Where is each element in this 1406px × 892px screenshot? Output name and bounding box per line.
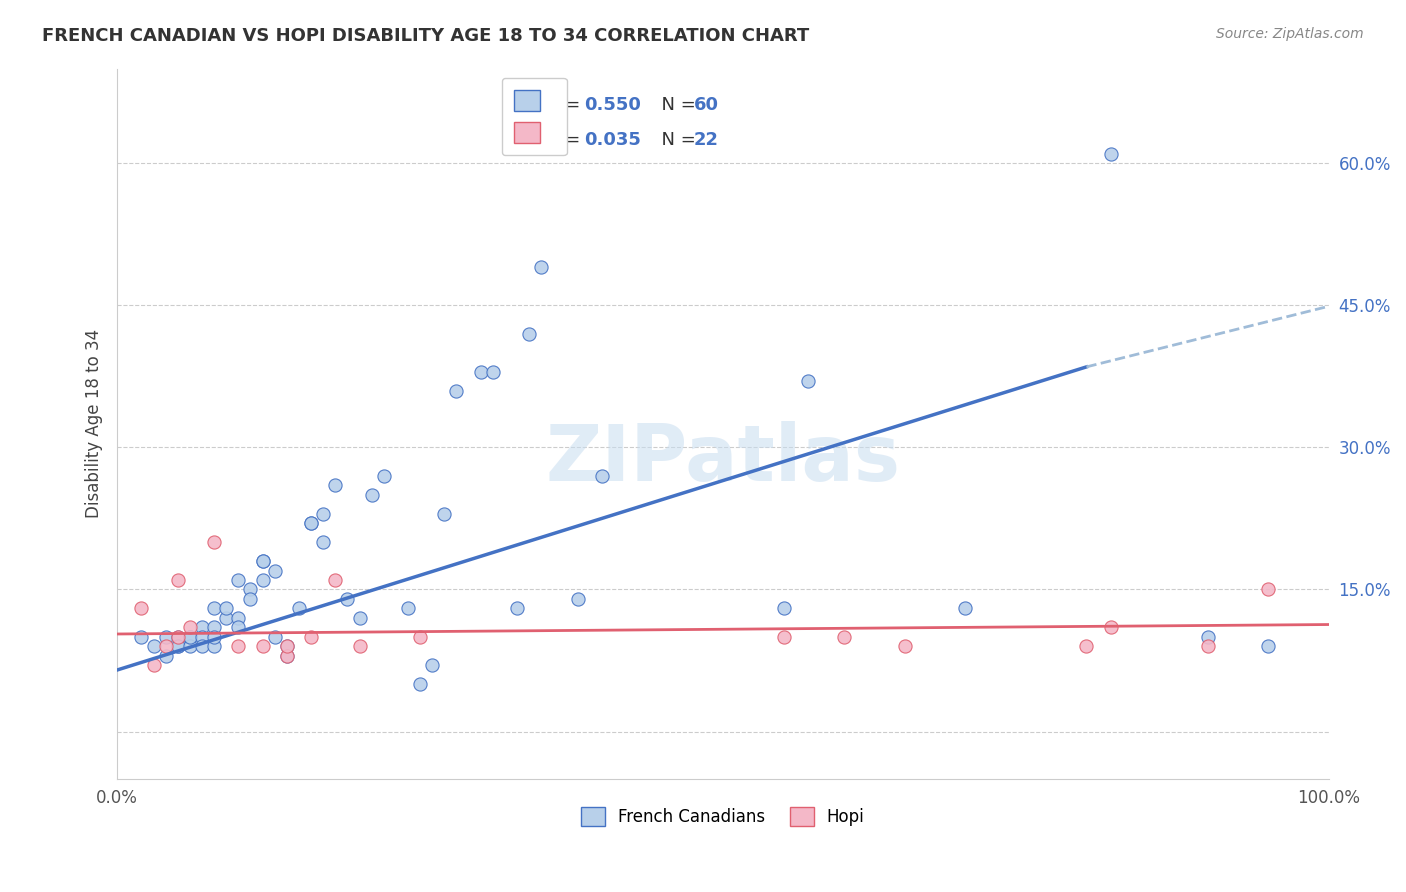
Point [179,630,201,644]
Legend: French Canadians, Hopi: French Canadians, Hopi [574,798,873,835]
Point [396,601,419,615]
Text: N =: N = [651,95,702,113]
Point [1099,620,1122,634]
Text: 22: 22 [695,131,718,149]
Point [142,640,165,654]
Point [323,478,346,492]
Point [288,601,311,615]
Point [349,611,371,625]
Point [252,640,274,654]
Point [772,601,794,615]
Text: R =: R = [547,131,586,149]
Point [131,601,153,615]
Text: R =: R = [547,95,586,113]
Point [191,620,214,634]
Point [312,507,335,521]
Point [228,640,250,654]
Point [228,573,250,587]
Text: 0.550: 0.550 [583,95,641,113]
Point [299,516,322,531]
Point [131,630,153,644]
Point [202,601,225,615]
Point [228,620,250,634]
Point [155,648,177,663]
Point [166,640,188,654]
Point [481,365,503,379]
Text: N =: N = [651,131,702,149]
Text: Source: ZipAtlas.com: Source: ZipAtlas.com [1216,27,1364,41]
Point [239,582,262,597]
Point [323,573,346,587]
Point [276,640,298,654]
Point [409,677,432,691]
Point [1099,146,1122,161]
Text: FRENCH CANADIAN VS HOPI DISABILITY AGE 18 TO 34 CORRELATION CHART: FRENCH CANADIAN VS HOPI DISABILITY AGE 1… [42,27,810,45]
Point [336,591,359,606]
Point [1197,640,1219,654]
Point [252,573,274,587]
Point [1076,640,1098,654]
Point [239,591,262,606]
Point [252,554,274,568]
Point [433,507,456,521]
Text: ZIPatlas: ZIPatlas [546,421,900,497]
Point [955,601,977,615]
Point [215,601,238,615]
Point [312,535,335,549]
Point [420,658,443,673]
Point [470,365,492,379]
Point [349,640,371,654]
Point [263,564,285,578]
Point [299,630,322,644]
Point [228,611,250,625]
Point [252,554,274,568]
Point [772,630,794,644]
Point [166,640,188,654]
Point [446,384,468,398]
Point [276,648,298,663]
Point [179,630,201,644]
Point [517,326,540,341]
Point [506,601,529,615]
Point [832,630,855,644]
Point [360,488,382,502]
Point [202,630,225,644]
Point [591,468,613,483]
Point [166,573,188,587]
Point [179,620,201,634]
Point [202,535,225,549]
Point [299,516,322,531]
Point [1257,640,1279,654]
Point [276,648,298,663]
Point [215,611,238,625]
Point [179,640,201,654]
Point [1197,630,1219,644]
Point [202,640,225,654]
Point [797,374,820,388]
Point [263,630,285,644]
Point [191,630,214,644]
Y-axis label: Disability Age 18 to 34: Disability Age 18 to 34 [86,329,103,518]
Point [276,640,298,654]
Point [142,658,165,673]
Point [179,630,201,644]
Point [409,630,432,644]
Point [166,630,188,644]
Text: 0.035: 0.035 [583,131,641,149]
Point [373,468,395,483]
Point [191,640,214,654]
Point [893,640,915,654]
Point [202,620,225,634]
Point [155,640,177,654]
Point [155,630,177,644]
Text: 60: 60 [695,95,718,113]
Point [166,630,188,644]
Point [1257,582,1279,597]
Point [567,591,589,606]
Point [530,260,553,275]
